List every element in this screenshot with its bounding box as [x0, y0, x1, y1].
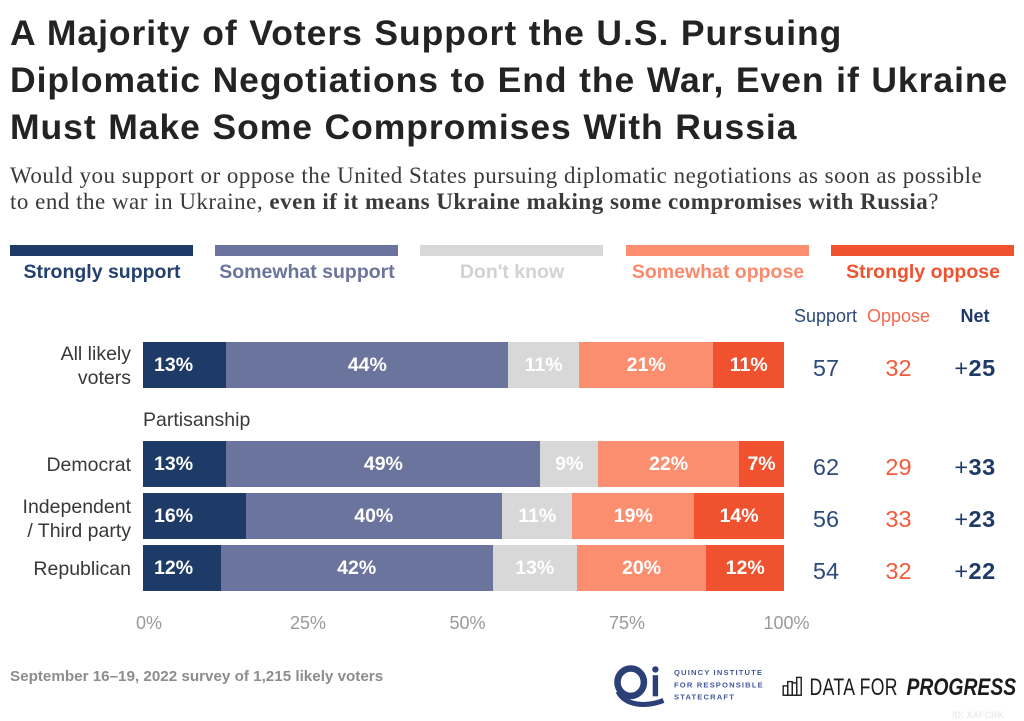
- svg-text:QUINCY INSTITUTE: QUINCY INSTITUTE: [674, 668, 763, 677]
- svg-text:PROGRESS: PROGRESS: [907, 673, 1017, 701]
- svg-text:FOR RESPONSIBLE: FOR RESPONSIBLE: [674, 680, 764, 689]
- svg-text:STATECRAFT: STATECRAFT: [674, 693, 735, 702]
- svg-text:DATA FOR: DATA FOR: [810, 673, 898, 701]
